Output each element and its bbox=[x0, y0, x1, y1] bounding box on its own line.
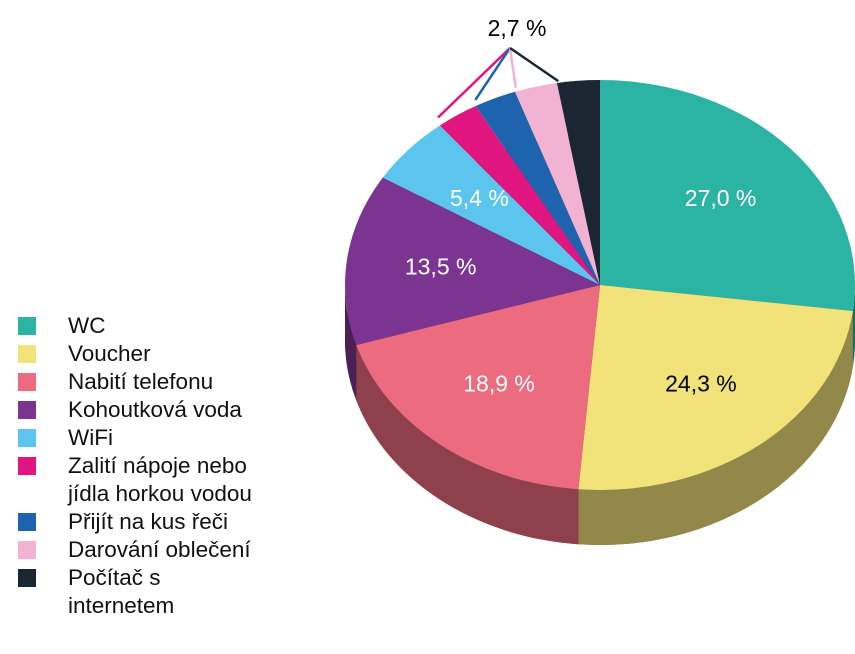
slice bbox=[382, 125, 600, 285]
slice bbox=[475, 91, 600, 286]
slice bbox=[345, 177, 600, 346]
legend-item: WC bbox=[18, 312, 268, 340]
legend-label: WC bbox=[68, 313, 106, 338]
legend-swatch bbox=[18, 569, 36, 587]
legend-item: WiFi bbox=[18, 424, 268, 452]
legend-label: Zalití nápoje nebo jídla horkou vodou bbox=[68, 453, 252, 506]
legend-swatch bbox=[18, 345, 36, 363]
legend-label: Voucher bbox=[68, 341, 151, 366]
legend-item: Přijít na kus řeči bbox=[18, 508, 268, 536]
legend-item: Zalití nápoje nebo jídla horkou vodou bbox=[18, 452, 268, 508]
legend-label: Přijít na kus řeči bbox=[68, 509, 229, 534]
legend-swatch bbox=[18, 317, 36, 335]
legend-swatch bbox=[18, 429, 36, 447]
slice bbox=[356, 285, 600, 490]
legend-label: Kohoutková voda bbox=[68, 397, 242, 422]
slice-side bbox=[356, 345, 579, 545]
legend: WC Voucher Nabití telefonu Kohoutková voda W… bbox=[18, 312, 268, 620]
legend-item: Kohoutková voda bbox=[18, 396, 268, 424]
legend-swatch bbox=[18, 541, 36, 559]
legend-label: Nabití telefonu bbox=[68, 369, 214, 394]
leader-line bbox=[437, 47, 511, 119]
data-label: 18,9 % bbox=[463, 371, 535, 397]
legend-item: Darování oblečení bbox=[18, 536, 268, 564]
slice bbox=[578, 285, 853, 490]
leader-line bbox=[474, 47, 512, 101]
legend-item: Nabití telefonu bbox=[18, 368, 268, 396]
leader-line bbox=[509, 46, 560, 83]
data-label: 13,5 % bbox=[405, 254, 477, 280]
legend-label: Darování oblečení bbox=[68, 537, 251, 562]
data-label: 2,7 % bbox=[488, 15, 547, 41]
legend-item: Počítač s internetem bbox=[18, 564, 268, 620]
slice bbox=[439, 106, 600, 285]
slice bbox=[600, 80, 855, 312]
slice-side bbox=[345, 285, 357, 401]
legend-item: Voucher bbox=[18, 340, 268, 368]
legend-swatch bbox=[18, 373, 36, 391]
legend-swatch bbox=[18, 401, 36, 419]
leader-line bbox=[508, 47, 518, 88]
data-label: 5,4 % bbox=[450, 185, 509, 211]
legend-swatch bbox=[18, 513, 36, 531]
slice-side bbox=[578, 311, 853, 545]
legend-label: WiFi bbox=[68, 425, 113, 450]
slice bbox=[515, 82, 600, 286]
data-label: 24,3 % bbox=[665, 371, 737, 397]
slice-side bbox=[852, 285, 855, 367]
data-label: 27,0 % bbox=[685, 185, 757, 211]
slice bbox=[556, 80, 600, 285]
legend-swatch bbox=[18, 457, 36, 475]
legend-label: Počítač s internetem bbox=[68, 565, 175, 618]
